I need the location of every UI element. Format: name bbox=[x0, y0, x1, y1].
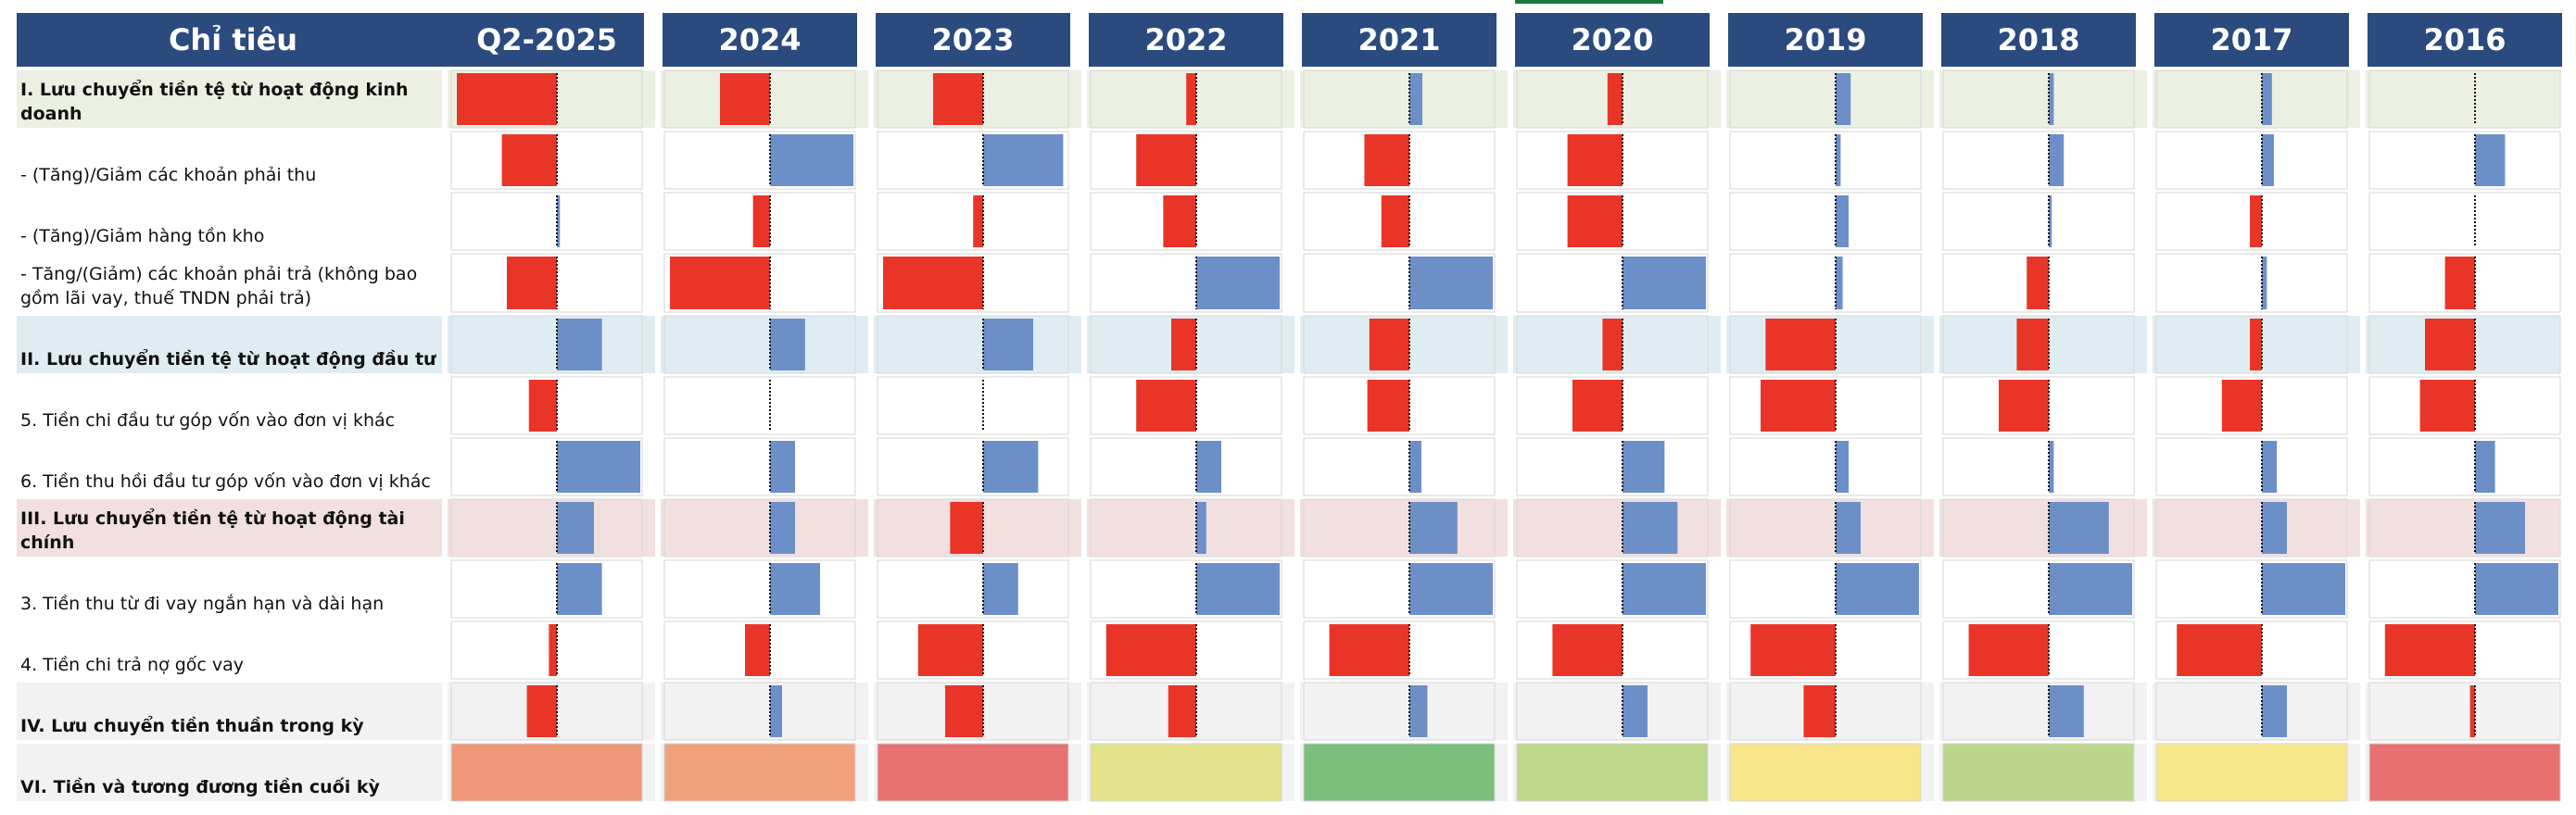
row-label: 4. Tiền chi trả nợ gốc vay bbox=[20, 655, 244, 675]
row-band bbox=[17, 499, 2560, 557]
year-header: 2020 bbox=[1515, 13, 1710, 67]
year-header: 2018 bbox=[1941, 13, 2136, 67]
row-band bbox=[17, 254, 2560, 312]
year-header: 2022 bbox=[1089, 13, 1283, 67]
row-band bbox=[17, 438, 2560, 495]
row-band bbox=[17, 132, 2560, 189]
label-column-header: Chỉ tiêu bbox=[17, 13, 449, 67]
row-label: 6. Tiền thu hồi đầu tư góp vốn vào đơn v… bbox=[20, 471, 431, 492]
row-label: 5. Tiền chi đầu tư góp vốn vào đơn vị kh… bbox=[20, 410, 396, 431]
row-band bbox=[17, 744, 2560, 801]
row-band bbox=[17, 70, 2560, 128]
row-label: VI. Tiền và tương đương tiền cuối kỳ bbox=[20, 777, 380, 797]
row-band bbox=[17, 560, 2560, 618]
row-label: - (Tăng)/Giảm các khoản phải thu bbox=[20, 165, 317, 185]
year-header: 2024 bbox=[663, 13, 857, 67]
row-label: 3. Tiền thu từ đi vay ngắn hạn và dài hạ… bbox=[20, 594, 385, 614]
row-label: II. Lưu chuyển tiền tệ từ hoạt động đầu … bbox=[20, 349, 436, 370]
year-header: 2016 bbox=[2368, 13, 2562, 67]
active-tab-indicator bbox=[1515, 0, 1663, 4]
year-header: 2021 bbox=[1302, 13, 1496, 67]
row-label: III. Lưu chuyển tiền tệ từ hoạt động tài… bbox=[20, 508, 405, 553]
row-band bbox=[17, 683, 2560, 740]
year-header: 2019 bbox=[1728, 13, 1923, 67]
row-label: - Tăng/(Giảm) các khoản phải trả (không … bbox=[20, 264, 418, 308]
row-label: I. Lưu chuyển tiền tệ từ hoạt động kinh … bbox=[20, 80, 409, 124]
year-header: Q2-2025 bbox=[449, 13, 644, 67]
row-band bbox=[17, 621, 2560, 679]
row-band bbox=[17, 377, 2560, 434]
row-band bbox=[17, 193, 2560, 250]
row-band bbox=[17, 316, 2560, 373]
row-label: IV. Lưu chuyển tiền thuần trong kỳ bbox=[20, 716, 364, 736]
year-header: 2023 bbox=[876, 13, 1070, 67]
row-label: - (Tăng)/Giảm hàng tồn kho bbox=[20, 226, 265, 246]
year-header: 2017 bbox=[2154, 13, 2349, 67]
